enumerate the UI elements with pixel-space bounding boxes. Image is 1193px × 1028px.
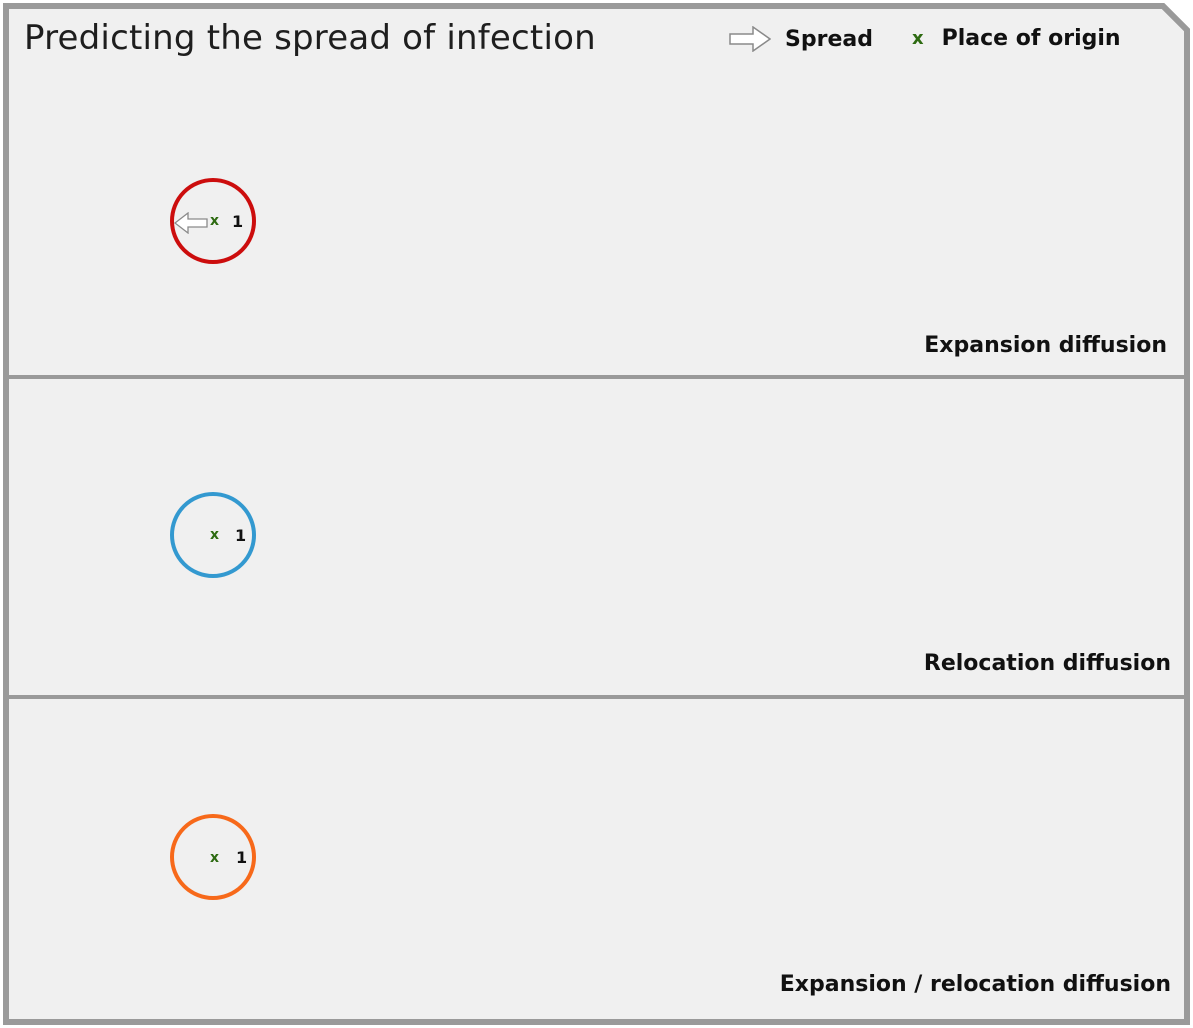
origin-marker-icon: x: [912, 28, 924, 49]
origin-marker-expansion: x: [210, 213, 220, 229]
infection-area-circle-expansion-relocation: [170, 814, 256, 900]
infection-area-circle-relocation: [170, 492, 256, 578]
outer-border: [3, 3, 1190, 1025]
origin-number-expansion-relocation: 1: [236, 848, 248, 867]
hollow-arrow-left-icon: [174, 212, 208, 234]
origin-marker-expansion-relocation: x: [210, 850, 220, 866]
hollow-arrow-right-icon: [729, 26, 771, 52]
origin-marker-relocation: x: [210, 527, 220, 543]
legend-spread-label: Spread: [785, 26, 873, 52]
legend-origin: x Place of origin: [912, 26, 1121, 51]
infection-area-circle-expansion: [170, 178, 256, 264]
legend-spread: Spread: [729, 26, 873, 52]
origin-number-relocation: 1: [235, 526, 247, 545]
panel-label-relocation: Relocation diffusion: [923, 651, 1171, 676]
panel-label-expansion-relocation: Expansion / relocation diffusion: [779, 972, 1171, 997]
diagram-title: Predicting the spread of infection: [24, 18, 596, 58]
legend-origin-label: Place of origin: [941, 26, 1121, 51]
origin-number-expansion: 1: [232, 212, 244, 231]
panel-label-expansion: Expansion diffusion: [924, 333, 1167, 358]
